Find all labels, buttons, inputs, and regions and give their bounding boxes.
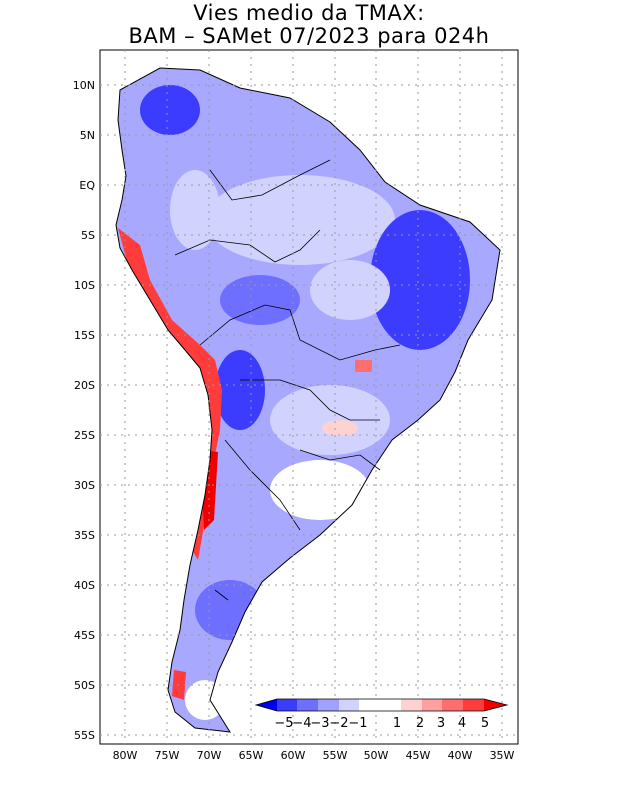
- lat-tick-label: 5S: [81, 229, 95, 242]
- colorbar-label: −1: [348, 716, 367, 731]
- lon-tick-label: 45W: [406, 749, 431, 762]
- lat-tick-label: EQ: [79, 179, 95, 192]
- lon-tick-label: 65W: [239, 749, 264, 762]
- lat-tick-label: 5N: [80, 129, 95, 142]
- colorbar-label: 3: [437, 716, 445, 731]
- colorbar-swatch: [277, 699, 297, 711]
- colorbar-label: 1: [393, 716, 401, 731]
- lat-tick-label: 40S: [74, 579, 95, 592]
- lon-tick-labels: 80W 75W 70W 65W 60W 55W 50W 45W 40W 35W: [113, 749, 515, 762]
- colorbar-label: 2: [416, 716, 424, 731]
- colorbar-label: 4: [458, 716, 466, 731]
- lat-tick-label: 20S: [74, 379, 95, 392]
- lon-tick-label: 60W: [281, 749, 306, 762]
- lon-tick-label: 40W: [448, 749, 473, 762]
- lon-tick-label: 35W: [490, 749, 515, 762]
- colorbar-label: 5: [481, 716, 489, 731]
- country-borders: [174, 159, 401, 601]
- lat-tick-label: 35S: [74, 529, 95, 542]
- colorbar-swatch: [401, 699, 422, 711]
- colorbar-swatch: [422, 699, 442, 711]
- colorbar-swatch: [463, 699, 484, 711]
- lat-tick-label: 10N: [73, 79, 95, 92]
- map-title-line-1: Vies medio da TMAX:: [193, 1, 425, 25]
- lon-tick-label: 50W: [364, 749, 389, 762]
- colorbar-label: −3: [310, 716, 329, 731]
- colorbar-swatch: [318, 699, 339, 711]
- colorbar-swatch: [339, 699, 359, 711]
- colorbar-swatch: [359, 699, 401, 711]
- lon-tick-label: 80W: [113, 749, 138, 762]
- lat-tick-label: 45S: [74, 629, 95, 642]
- colorbar-swatch: [442, 699, 463, 711]
- coastline: [115, 67, 501, 733]
- colorbar-swatch: [256, 699, 277, 711]
- lat-tick-label: 10S: [74, 279, 95, 292]
- lon-tick-label: 70W: [197, 749, 222, 762]
- lat-tick-label: 50S: [74, 679, 95, 692]
- lat-tick-label: 55S: [74, 729, 95, 742]
- lat-tick-labels: 10N 5N EQ 5S 10S 15S 20S 25S 30S 35S 40S…: [73, 79, 96, 742]
- colorbar: −5 −4 −3 −2 −1 1 2 3 4 5: [254, 698, 509, 731]
- colorbar-swatch: [297, 699, 318, 711]
- lon-tick-label: 55W: [323, 749, 348, 762]
- colorbar-label: −2: [329, 716, 348, 731]
- map-title-line-2: BAM – SAMet 07/2023 para 024h: [128, 24, 490, 48]
- colorbar-swatch: [484, 699, 507, 711]
- lon-tick-label: 75W: [155, 749, 180, 762]
- lat-tick-label: 30S: [74, 479, 95, 492]
- lat-tick-label: 25S: [74, 429, 95, 442]
- colorbar-label: −4: [292, 716, 311, 731]
- lat-tick-label: 15S: [74, 329, 95, 342]
- colorbar-label: −5: [274, 716, 293, 731]
